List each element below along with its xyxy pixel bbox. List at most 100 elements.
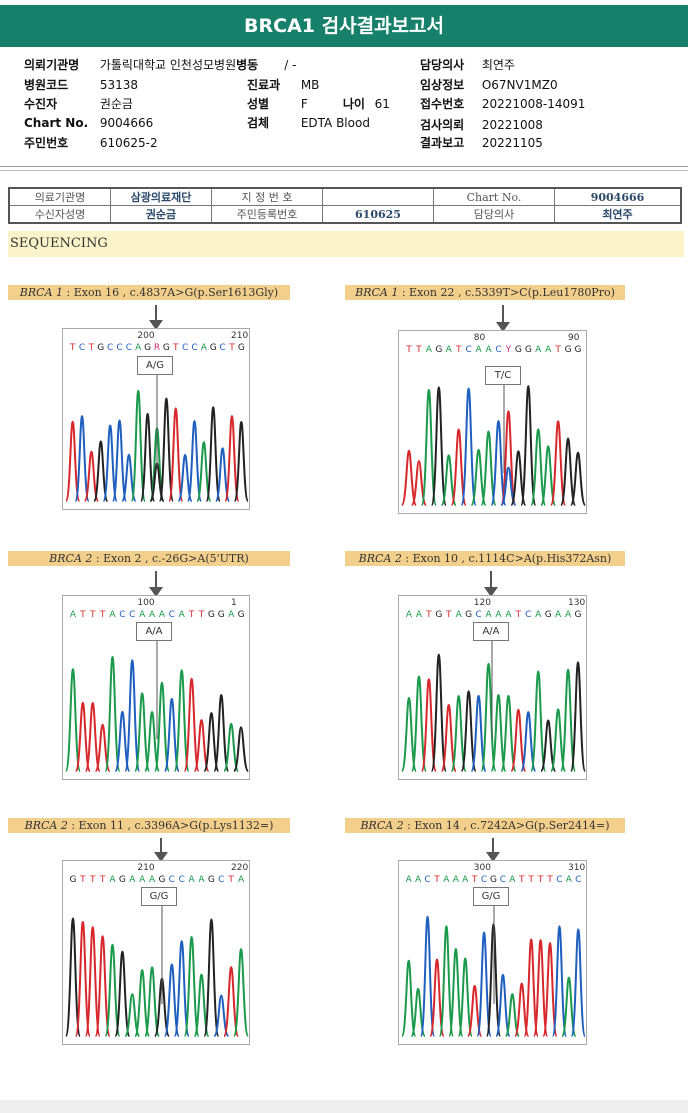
base-call: G	[575, 610, 582, 620]
genotype-label: T/C	[485, 366, 521, 385]
trace-peak	[551, 925, 568, 1037]
trace-peak	[530, 428, 547, 506]
base-call: A	[139, 875, 146, 885]
report-title: BRCA1 검사결과보고서	[0, 5, 688, 47]
trace-peak	[500, 466, 517, 506]
chromatogram: 80 90 T T A G A T C A A C Y G G A A T G G	[398, 330, 587, 514]
position-number: 210	[231, 331, 248, 341]
trace-peak	[223, 722, 240, 772]
variant-label: BRCA 2 : Exon 2 , c.-26G>A(5'UTR)	[8, 551, 290, 566]
base-call: T	[546, 875, 553, 885]
base-call: A	[505, 610, 512, 620]
trace-peak	[510, 708, 527, 772]
trace-peak	[549, 420, 567, 506]
trace-peak	[74, 701, 91, 772]
base-call: C	[575, 875, 581, 885]
base-call: A	[109, 875, 116, 885]
base-call: A	[485, 345, 492, 355]
base-call: A	[179, 610, 186, 620]
trace-peak	[233, 421, 249, 502]
base-call: A	[446, 345, 453, 355]
arrow-down-icon	[486, 838, 500, 862]
base-call: A	[135, 343, 142, 353]
trace-peak	[193, 719, 210, 772]
base-call: A	[109, 610, 116, 620]
trace-peak	[440, 704, 457, 772]
base-call: A	[139, 610, 146, 620]
base-call: T	[89, 610, 96, 620]
base-call: T	[554, 345, 561, 355]
base-call: A	[535, 345, 542, 355]
position-number: 300	[474, 863, 491, 873]
base-call: G	[575, 345, 582, 355]
base-call: A	[456, 610, 463, 620]
base-call: T	[228, 343, 235, 353]
genotype-label: A/G	[137, 356, 173, 375]
base-call: G	[218, 610, 225, 620]
trace-peak	[84, 926, 101, 1037]
trace-peak	[143, 711, 161, 772]
position-number: 120	[474, 598, 491, 608]
trace-peak	[213, 693, 230, 772]
base-call: G	[163, 343, 170, 353]
trace-peak	[430, 386, 447, 506]
trace-peak	[114, 950, 131, 1037]
base-call: G	[545, 610, 552, 620]
base-call: C	[500, 875, 506, 885]
trace-peak	[114, 710, 131, 772]
trace-peak	[470, 694, 487, 772]
trace-peak	[196, 441, 212, 502]
base-call: A	[565, 610, 572, 620]
trace-peak	[429, 958, 445, 1037]
base-call: A	[416, 610, 423, 620]
request-row: 검사의뢰 20221008	[420, 118, 543, 132]
genotype-label: A/A	[136, 622, 172, 641]
accession-row: 접수번호 20221008-14091	[420, 97, 586, 111]
base-call: G	[515, 345, 522, 355]
base-call: C	[107, 343, 113, 353]
clinical-row: 임상정보 O67NV1MZ0	[420, 78, 558, 92]
base-call: A	[462, 875, 469, 885]
base-call: A	[509, 875, 516, 885]
base-call: G	[119, 875, 126, 885]
trace-peak	[94, 935, 111, 1037]
trace-peak	[74, 415, 90, 502]
arrow-down-icon	[149, 305, 163, 330]
base-call: A	[70, 610, 77, 620]
base-call: A	[535, 610, 542, 620]
position-number: 100	[137, 598, 154, 608]
trace-peak	[470, 448, 487, 506]
trace-peak	[102, 424, 118, 502]
base-call: A	[475, 345, 482, 355]
base-call: G	[210, 343, 217, 353]
arrow-down-icon	[154, 838, 168, 862]
base-call: C	[169, 610, 175, 620]
trace-peak	[532, 939, 549, 1037]
base-call: C	[126, 343, 132, 353]
trace-peak	[104, 655, 121, 772]
trace-peak	[173, 940, 190, 1037]
trace-peak	[450, 694, 467, 772]
trace-peak	[143, 966, 161, 1037]
base-call: R	[154, 343, 160, 353]
trace-peak	[549, 708, 567, 772]
base-call: T	[79, 875, 86, 885]
trace-peak	[232, 948, 249, 1037]
base-call: A	[228, 610, 235, 620]
base-call: A	[406, 875, 413, 885]
base-call: T	[471, 875, 478, 885]
base-call: T	[405, 345, 412, 355]
trace-peak	[193, 973, 210, 1037]
chart-row: Chart No. 9004666	[24, 116, 154, 130]
base-call: C	[169, 875, 175, 885]
base-call: G	[465, 610, 472, 620]
trace-peak	[460, 690, 477, 772]
position-number: 310	[568, 863, 585, 873]
base-call: T	[172, 343, 179, 353]
trace-peak	[490, 419, 507, 506]
trace-peak	[450, 428, 467, 506]
trace-peak	[504, 993, 521, 1037]
trace-peak	[139, 412, 156, 502]
trace-peak	[500, 694, 517, 772]
position-number: 90	[568, 333, 580, 343]
